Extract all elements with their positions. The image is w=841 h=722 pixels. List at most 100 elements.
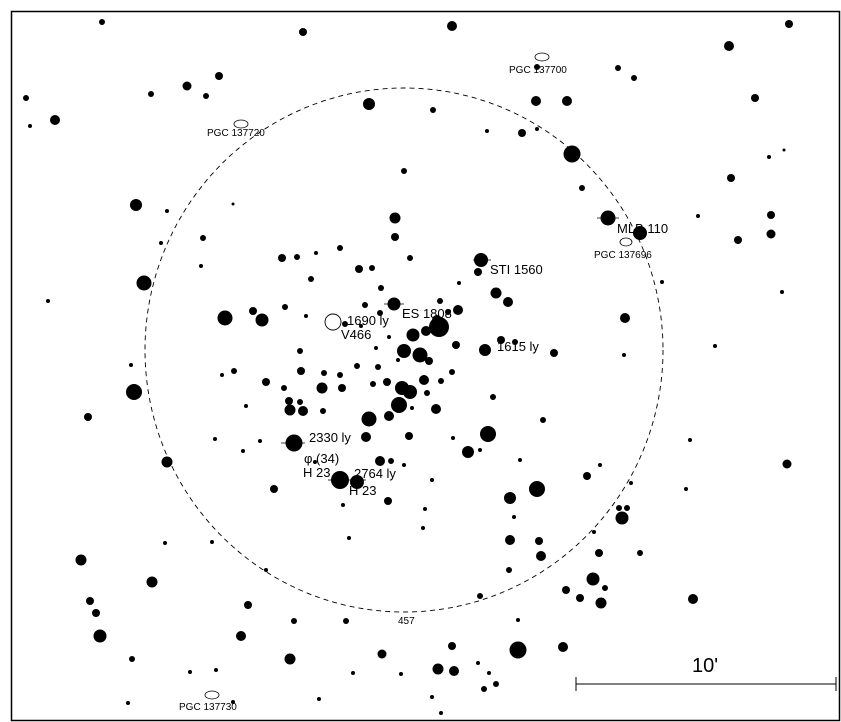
star: [477, 593, 483, 599]
star: [258, 439, 262, 443]
star: [453, 305, 463, 315]
star: [396, 358, 400, 362]
star: [696, 214, 700, 218]
star: [384, 497, 392, 505]
star: [487, 671, 491, 675]
circle-radius-label: 457: [398, 616, 415, 627]
galaxy-pgc-137730-symbol[interactable]: [204, 690, 220, 700]
star: [767, 211, 775, 219]
star: [320, 408, 326, 414]
star: [299, 28, 307, 36]
star: [405, 432, 413, 440]
star: [767, 155, 771, 159]
star: [214, 668, 218, 672]
star: [391, 233, 399, 241]
star: [448, 642, 456, 650]
label-phi-34: φ (34): [304, 451, 339, 466]
star: [504, 492, 516, 504]
label-pgc-137720: PGC 137720: [207, 128, 265, 139]
star: [297, 399, 303, 405]
star: [161, 456, 173, 468]
star: [782, 148, 786, 152]
star: [350, 475, 364, 489]
star: [284, 404, 296, 416]
star: [595, 597, 607, 609]
star: [579, 185, 585, 191]
star: [684, 487, 688, 491]
star: [503, 297, 513, 307]
star: [313, 460, 317, 464]
star: [493, 681, 499, 687]
star: [509, 641, 527, 659]
star: [602, 585, 608, 591]
star: [129, 363, 133, 367]
star: [297, 367, 305, 375]
star: [535, 127, 539, 131]
star: [375, 364, 381, 370]
star: [481, 686, 487, 692]
galaxy-pgc-137696-symbol[interactable]: [619, 237, 633, 247]
star: [407, 255, 413, 261]
star: [480, 426, 496, 442]
star: [126, 384, 142, 400]
star: [782, 459, 792, 469]
star: [562, 96, 572, 106]
star: [338, 384, 346, 392]
star: [624, 505, 630, 511]
star: [660, 280, 664, 284]
star: [449, 369, 455, 375]
star: [615, 65, 621, 71]
star: [377, 649, 387, 659]
star: [284, 653, 296, 665]
star: [249, 307, 257, 315]
variable-star-v466[interactable]: [324, 313, 342, 331]
star: [562, 586, 570, 594]
label-h23-left: H 23: [303, 465, 330, 480]
star: [506, 567, 512, 573]
star: [516, 618, 520, 622]
star: [430, 478, 434, 482]
star: [462, 446, 474, 458]
star: [536, 551, 546, 561]
star: [99, 19, 105, 25]
star: [165, 209, 169, 213]
star: [419, 375, 429, 385]
star: [203, 93, 209, 99]
star: [474, 268, 482, 276]
galaxy-pgc-137700-symbol[interactable]: [534, 52, 550, 62]
star: [361, 411, 377, 427]
star: [294, 254, 300, 260]
label-h23-right: H 23: [349, 483, 376, 498]
galaxy-pgc-137720-symbol[interactable]: [233, 119, 249, 129]
star: [244, 601, 252, 609]
star: [317, 697, 321, 701]
star: [281, 385, 287, 391]
star: [369, 265, 375, 271]
label-pgc-137700: PGC 137700: [509, 65, 567, 76]
star: [285, 397, 293, 405]
star: [262, 378, 270, 386]
star: [50, 115, 60, 125]
star: [316, 382, 328, 394]
star: [688, 594, 698, 604]
star: [490, 287, 502, 299]
star: [403, 385, 417, 399]
star: [384, 411, 394, 421]
star: [637, 550, 643, 556]
star: [84, 413, 92, 421]
star: [751, 94, 759, 102]
star: [341, 503, 345, 507]
star: [445, 309, 451, 315]
label-leader-lines: [281, 217, 619, 481]
star: [512, 515, 516, 519]
label-1615-ly: 1615 ly: [497, 339, 539, 354]
star: [92, 609, 100, 617]
label-v466: V466: [341, 327, 371, 342]
star: [93, 629, 107, 643]
star: [308, 276, 314, 282]
star: [28, 124, 32, 128]
star: [429, 317, 449, 337]
star: [423, 507, 427, 511]
star: [46, 299, 50, 303]
star: [359, 324, 363, 328]
